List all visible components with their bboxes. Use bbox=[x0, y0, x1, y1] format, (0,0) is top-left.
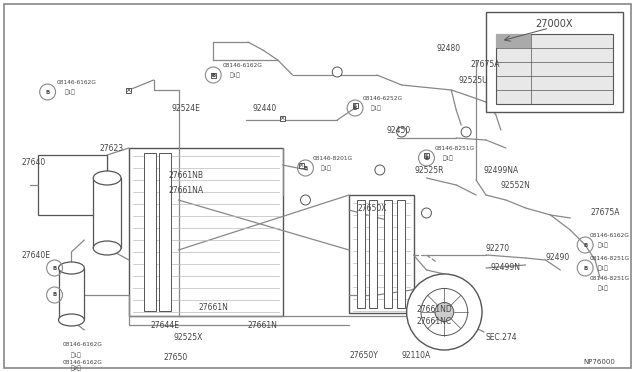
Text: B: B bbox=[211, 73, 216, 77]
Text: 27675A: 27675A bbox=[470, 60, 500, 68]
Circle shape bbox=[422, 208, 431, 218]
Text: 92499NA: 92499NA bbox=[483, 166, 518, 174]
Bar bbox=[424, 153, 429, 157]
Bar bbox=[127, 87, 131, 93]
Circle shape bbox=[406, 274, 482, 350]
Text: （1）: （1） bbox=[65, 89, 75, 95]
Text: B: B bbox=[583, 266, 588, 270]
Text: B: B bbox=[303, 166, 308, 170]
Text: 27623: 27623 bbox=[99, 144, 124, 153]
Text: 27650: 27650 bbox=[164, 353, 188, 362]
Bar bbox=[159, 153, 171, 311]
Ellipse shape bbox=[58, 262, 84, 274]
Text: NP76000: NP76000 bbox=[583, 359, 615, 365]
Bar bbox=[93, 178, 121, 248]
Text: 27675A: 27675A bbox=[590, 208, 620, 217]
Bar bbox=[357, 200, 365, 308]
Text: 92524E: 92524E bbox=[172, 103, 200, 112]
Text: （1）: （1） bbox=[598, 265, 609, 271]
Text: 92525U: 92525U bbox=[458, 76, 488, 84]
Bar bbox=[397, 200, 404, 308]
Circle shape bbox=[397, 127, 406, 137]
Text: 08146-6162G: 08146-6162G bbox=[63, 359, 102, 365]
Text: 08146-6162G: 08146-6162G bbox=[63, 343, 102, 347]
Text: 08146-6252G: 08146-6252G bbox=[363, 96, 403, 100]
Circle shape bbox=[332, 67, 342, 77]
Text: 92499N: 92499N bbox=[491, 263, 521, 273]
Bar bbox=[211, 73, 216, 77]
Text: 92490: 92490 bbox=[545, 253, 570, 263]
Bar bbox=[349, 195, 413, 313]
Text: 27650Y: 27650Y bbox=[349, 350, 378, 359]
Text: （1）: （1） bbox=[598, 242, 609, 248]
Text: 27661NA: 27661NA bbox=[168, 186, 204, 195]
Text: B: B bbox=[52, 266, 57, 270]
Bar bbox=[144, 153, 156, 311]
Text: （2）: （2） bbox=[70, 365, 81, 371]
Text: 92440: 92440 bbox=[253, 103, 277, 112]
Circle shape bbox=[435, 302, 454, 321]
Text: 27661NB: 27661NB bbox=[168, 170, 204, 180]
Text: 92552N: 92552N bbox=[501, 180, 531, 189]
Bar bbox=[353, 103, 358, 108]
Text: B: B bbox=[52, 292, 57, 298]
Bar bbox=[369, 200, 377, 308]
Text: 27000X: 27000X bbox=[536, 19, 573, 29]
Bar bbox=[496, 34, 613, 104]
Text: 08146-8201G: 08146-8201G bbox=[312, 155, 353, 160]
Bar bbox=[496, 34, 531, 48]
Text: 27650X: 27650X bbox=[357, 203, 387, 212]
Text: B: B bbox=[583, 243, 588, 247]
Text: B: B bbox=[424, 155, 429, 160]
Text: 92270: 92270 bbox=[486, 244, 510, 253]
Circle shape bbox=[421, 288, 468, 336]
Text: 27640E: 27640E bbox=[22, 250, 51, 260]
Text: （1）: （1） bbox=[70, 352, 81, 358]
Text: 92450: 92450 bbox=[387, 125, 411, 135]
Text: 27661ND: 27661ND bbox=[417, 305, 452, 314]
Text: B: B bbox=[45, 90, 50, 94]
Text: 27644E: 27644E bbox=[151, 321, 180, 330]
Text: 27640: 27640 bbox=[22, 157, 46, 167]
Text: 08146-8251G: 08146-8251G bbox=[590, 256, 630, 260]
Text: 08146-6162G: 08146-6162G bbox=[590, 232, 630, 237]
Circle shape bbox=[301, 195, 310, 205]
Text: SEC.274: SEC.274 bbox=[486, 334, 518, 343]
Text: 08146-6162G: 08146-6162G bbox=[56, 80, 97, 84]
Text: （1）: （1） bbox=[442, 155, 453, 161]
Text: 92525X: 92525X bbox=[173, 334, 203, 343]
Bar bbox=[38, 155, 107, 215]
Text: （1）: （1） bbox=[371, 105, 381, 111]
Text: 92480: 92480 bbox=[436, 44, 461, 52]
Text: （1）: （1） bbox=[321, 165, 331, 171]
Text: 92110A: 92110A bbox=[402, 350, 431, 359]
Circle shape bbox=[461, 127, 471, 137]
Ellipse shape bbox=[58, 314, 84, 326]
Text: 08146-8251G: 08146-8251G bbox=[435, 145, 474, 151]
Bar bbox=[129, 148, 283, 316]
Bar bbox=[384, 200, 392, 308]
Bar bbox=[486, 12, 623, 112]
Ellipse shape bbox=[93, 171, 121, 185]
Text: B: B bbox=[353, 106, 357, 110]
Bar bbox=[280, 115, 285, 121]
Bar bbox=[58, 268, 84, 320]
Text: 27661NC: 27661NC bbox=[417, 317, 452, 327]
Text: 27661N: 27661N bbox=[248, 321, 278, 330]
Text: （1）: （1） bbox=[598, 285, 609, 291]
Ellipse shape bbox=[93, 241, 121, 255]
Text: 27661N: 27661N bbox=[198, 304, 228, 312]
Text: 08146-8251G: 08146-8251G bbox=[590, 276, 630, 280]
Text: 92525R: 92525R bbox=[415, 166, 444, 174]
Text: 08146-6162G: 08146-6162G bbox=[222, 62, 262, 67]
Text: （1）: （1） bbox=[230, 72, 241, 78]
Circle shape bbox=[375, 165, 385, 175]
Bar bbox=[299, 163, 304, 167]
